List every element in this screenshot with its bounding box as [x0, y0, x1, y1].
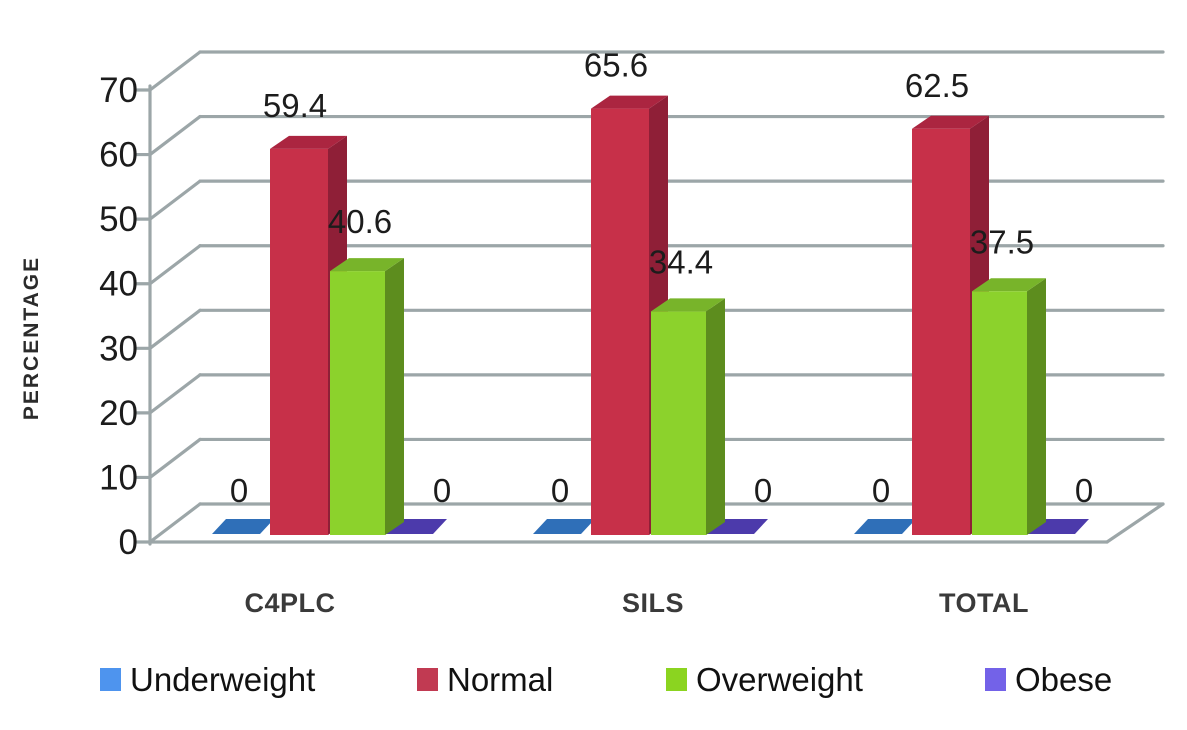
bar-overweight-sils-side	[706, 298, 725, 535]
legend-label-underweight: Underweight	[130, 661, 315, 698]
category-label-sils: SILS	[622, 588, 684, 618]
y-axis-tick-label: 50	[99, 200, 138, 239]
category-label-total: TOTAL	[939, 588, 1029, 618]
gridline-diagonal	[148, 114, 202, 157]
data-label: 40.6	[328, 203, 392, 240]
bar-normal-total-top	[912, 115, 989, 129]
data-label: 37.5	[970, 223, 1034, 260]
data-label: 0	[551, 472, 569, 509]
gridline-diagonal	[148, 373, 202, 415]
data-label: 34.4	[649, 243, 713, 280]
gridline-diagonal	[148, 437, 202, 480]
y-axis-tick-label: 0	[119, 523, 138, 562]
gridline-diagonal	[148, 50, 202, 92]
y-axis-tick-label: 10	[99, 458, 138, 497]
y-axis-tick-label: 70	[99, 71, 138, 110]
bar-overweight-total-side	[1027, 278, 1046, 535]
data-label: 0	[754, 472, 772, 509]
legend-swatch-overweight	[666, 668, 687, 691]
category-label-c4plc: C4PLC	[244, 588, 335, 618]
bar-overweight-total-front	[972, 291, 1027, 535]
bar-normal-c4plc-front	[270, 148, 328, 535]
bar-normal-sils-top	[591, 95, 668, 109]
y-axis-tick-label: 30	[99, 329, 138, 368]
y-axis-title: PERCENTAGE	[20, 256, 43, 420]
data-label: 65.6	[584, 47, 648, 84]
data-label: 0	[1075, 472, 1093, 509]
bar-normal-c4plc-top	[270, 135, 347, 149]
bar-underweight-total	[854, 519, 916, 534]
data-label: 0	[230, 472, 248, 509]
data-label: 62.5	[905, 67, 969, 104]
bar-overweight-sils-top	[651, 298, 725, 312]
y-axis-tick-label: 60	[99, 136, 138, 175]
gridline-diagonal	[148, 308, 202, 350]
legend-label-normal: Normal	[447, 661, 553, 698]
legend-label-overweight: Overweight	[696, 661, 863, 698]
bar-overweight-c4plc-front	[330, 271, 385, 535]
data-label: 0	[872, 472, 890, 509]
data-label: 0	[433, 472, 451, 509]
gridline-diagonal	[148, 244, 202, 286]
legend-swatch-normal	[417, 668, 438, 691]
bar-underweight-sils	[533, 519, 595, 534]
bar-normal-sils-front	[591, 108, 649, 535]
legend-label-obese: Obese	[1015, 661, 1112, 698]
gridline-diagonal	[148, 179, 202, 221]
bar-overweight-total-top	[972, 278, 1046, 292]
bar-overweight-sils-front	[651, 311, 706, 535]
bar-overweight-c4plc-side	[385, 258, 404, 535]
y-axis-tick-label: 20	[99, 394, 138, 433]
floor-right-edge	[1105, 502, 1165, 544]
legend-swatch-obese	[985, 668, 1006, 691]
bar-underweight-c4plc	[212, 519, 274, 534]
gridline-diagonal	[148, 502, 202, 544]
bar-overweight-c4plc-top	[330, 258, 404, 272]
data-label: 59.4	[263, 87, 327, 124]
legend-swatch-underweight	[100, 668, 121, 691]
bar-normal-total-front	[912, 128, 970, 535]
y-axis-tick-label: 40	[99, 265, 138, 304]
